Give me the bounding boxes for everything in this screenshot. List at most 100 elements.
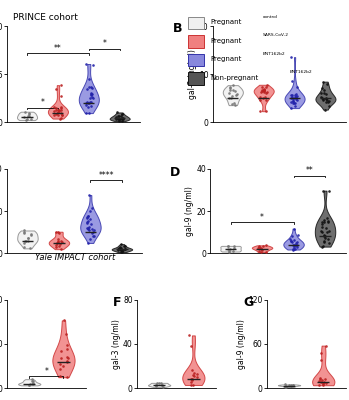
Point xyxy=(264,89,269,96)
Point xyxy=(294,92,299,99)
Point xyxy=(225,246,231,252)
Point xyxy=(119,118,125,124)
Point xyxy=(321,232,327,238)
Point xyxy=(318,376,323,382)
Point xyxy=(118,247,124,254)
Point xyxy=(84,99,89,105)
Point xyxy=(54,240,60,246)
Point xyxy=(88,84,94,90)
Point xyxy=(29,231,34,238)
Point xyxy=(230,87,236,93)
Point xyxy=(90,62,96,68)
Point xyxy=(116,245,122,251)
Point xyxy=(55,236,61,242)
Point xyxy=(290,78,295,84)
Point xyxy=(226,248,231,255)
Point xyxy=(89,91,95,97)
Point xyxy=(84,215,90,221)
Point xyxy=(290,96,295,102)
Point xyxy=(324,228,330,235)
Point xyxy=(294,91,299,97)
Point xyxy=(324,99,329,106)
Point xyxy=(21,240,27,246)
Point xyxy=(326,218,331,224)
Point xyxy=(326,98,332,104)
Point xyxy=(118,247,124,253)
Point xyxy=(30,380,35,386)
Point xyxy=(190,367,195,374)
Point xyxy=(317,375,322,382)
Point xyxy=(290,97,296,104)
Point xyxy=(259,245,264,251)
Point xyxy=(21,228,26,235)
Point xyxy=(26,110,31,117)
Point xyxy=(259,84,265,90)
Point xyxy=(87,208,93,214)
Text: *: * xyxy=(260,213,264,222)
Point xyxy=(59,106,64,113)
Point xyxy=(119,248,124,255)
Point xyxy=(290,100,296,106)
Point xyxy=(57,360,63,367)
Point xyxy=(89,226,95,232)
Point xyxy=(113,116,119,122)
Point xyxy=(58,355,64,361)
Point xyxy=(90,233,96,239)
Point xyxy=(263,242,268,248)
Point xyxy=(30,376,35,382)
Point xyxy=(257,245,262,252)
Point xyxy=(256,244,261,250)
Point xyxy=(52,108,57,114)
Point xyxy=(54,104,59,111)
Point xyxy=(56,243,61,249)
Text: control: control xyxy=(263,15,278,19)
Point xyxy=(119,248,125,254)
Point xyxy=(290,382,296,388)
Point xyxy=(59,246,64,252)
Point xyxy=(287,236,293,242)
Point xyxy=(21,227,27,234)
Y-axis label: gal-3 (ng/ml): gal-3 (ng/ml) xyxy=(188,49,197,99)
Point xyxy=(319,229,325,235)
Point xyxy=(30,381,35,387)
Point xyxy=(257,97,263,104)
Point xyxy=(84,220,90,227)
Point xyxy=(291,237,297,244)
Point xyxy=(119,116,125,122)
Point xyxy=(186,332,192,339)
Text: G: G xyxy=(243,296,253,309)
Point xyxy=(53,107,59,114)
Point xyxy=(292,100,298,106)
Point xyxy=(320,377,325,383)
Point xyxy=(292,242,298,248)
Point xyxy=(228,87,233,93)
Point xyxy=(229,92,235,99)
Point xyxy=(53,111,59,117)
Point xyxy=(26,113,31,120)
Text: **: ** xyxy=(305,166,313,176)
Point xyxy=(289,239,295,245)
Point xyxy=(120,116,125,123)
Point xyxy=(321,90,327,96)
Point xyxy=(87,227,92,233)
Point xyxy=(320,219,325,225)
Point xyxy=(116,118,122,124)
Point xyxy=(89,205,95,212)
Point xyxy=(86,223,92,230)
Point xyxy=(58,104,64,111)
Point xyxy=(293,94,298,100)
Point xyxy=(116,113,121,119)
Point xyxy=(120,114,126,121)
Point xyxy=(294,239,300,246)
Point xyxy=(84,219,90,225)
Point xyxy=(263,249,269,255)
Point xyxy=(326,188,332,194)
Point xyxy=(261,88,267,94)
Point xyxy=(119,111,125,117)
Point xyxy=(188,379,194,385)
Point xyxy=(189,377,195,384)
Point xyxy=(295,232,300,238)
Point xyxy=(320,380,325,386)
Point xyxy=(58,110,64,116)
Point xyxy=(121,242,127,249)
